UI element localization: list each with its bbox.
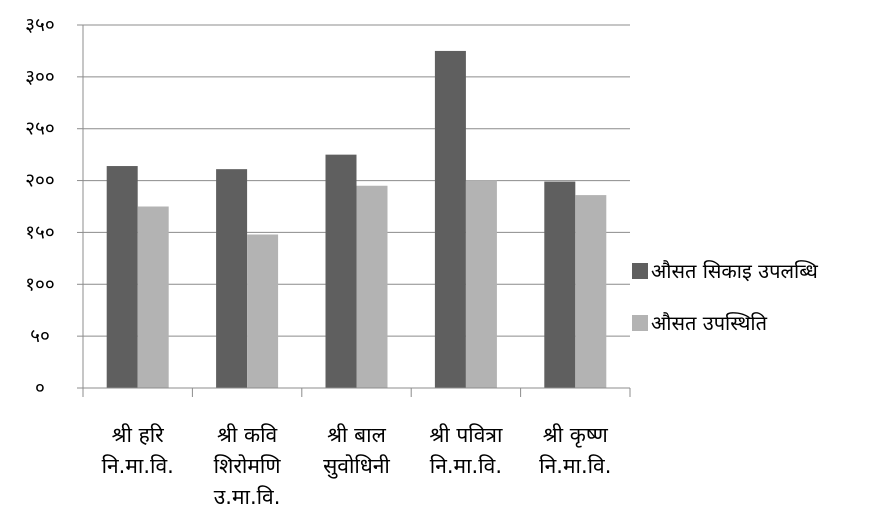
x-category-label: नि.मा.वि.: [430, 454, 502, 478]
x-category-label: श्री बाल: [327, 423, 386, 447]
y-tick-label: २००: [25, 170, 55, 192]
legend-label: औसत उपस्थिति: [651, 311, 768, 335]
x-category-label: शिरोमणि: [214, 454, 282, 478]
bar: [137, 206, 169, 388]
x-category-label: उ.मा.वि.: [214, 485, 281, 509]
x-category-label: श्री कवि: [217, 423, 278, 447]
bar: [544, 181, 576, 388]
legend: औसत सिकाइ उपलब्धि औसत उपस्थिति: [632, 259, 818, 335]
y-tick-label: १५०: [25, 221, 55, 243]
y-tick-label: ३००: [25, 66, 55, 88]
bar: [216, 169, 248, 388]
y-tick-label: ०: [35, 377, 45, 399]
legend-swatch: [632, 315, 648, 331]
bar: [465, 180, 497, 388]
bar: [325, 154, 357, 388]
bar: [434, 50, 466, 389]
y-tick-label: ५०: [30, 325, 50, 347]
bar: [575, 195, 607, 388]
y-tick-label: १००: [25, 273, 55, 295]
y-tick-label: २५०: [25, 118, 55, 140]
x-category-label: श्री हरि: [112, 423, 165, 447]
x-axis: श्री हरि नि.मा.वि. श्री कवि शिरोमणि उ.मा.वि.…: [82, 387, 631, 509]
legend-label: औसत सिकाइ उपलब्धि: [651, 259, 818, 283]
bar: [247, 234, 279, 388]
x-category-label: नि.मा.वि.: [102, 454, 174, 478]
bars: [106, 50, 607, 389]
bar: [356, 185, 388, 388]
bar: [106, 166, 138, 388]
x-category-label: श्री कृष्ण: [543, 423, 609, 448]
y-tick-label: ३५०: [25, 14, 55, 36]
legend-swatch: [632, 263, 648, 279]
x-category-label: श्री पवित्रा: [429, 423, 503, 447]
x-category-label: सुवोधिनी: [323, 454, 390, 479]
y-axis: ० ५० १०० १५० २०० २५० ३०० ३५०: [25, 14, 84, 399]
x-category-label: नि.मा.वि.: [539, 454, 611, 478]
